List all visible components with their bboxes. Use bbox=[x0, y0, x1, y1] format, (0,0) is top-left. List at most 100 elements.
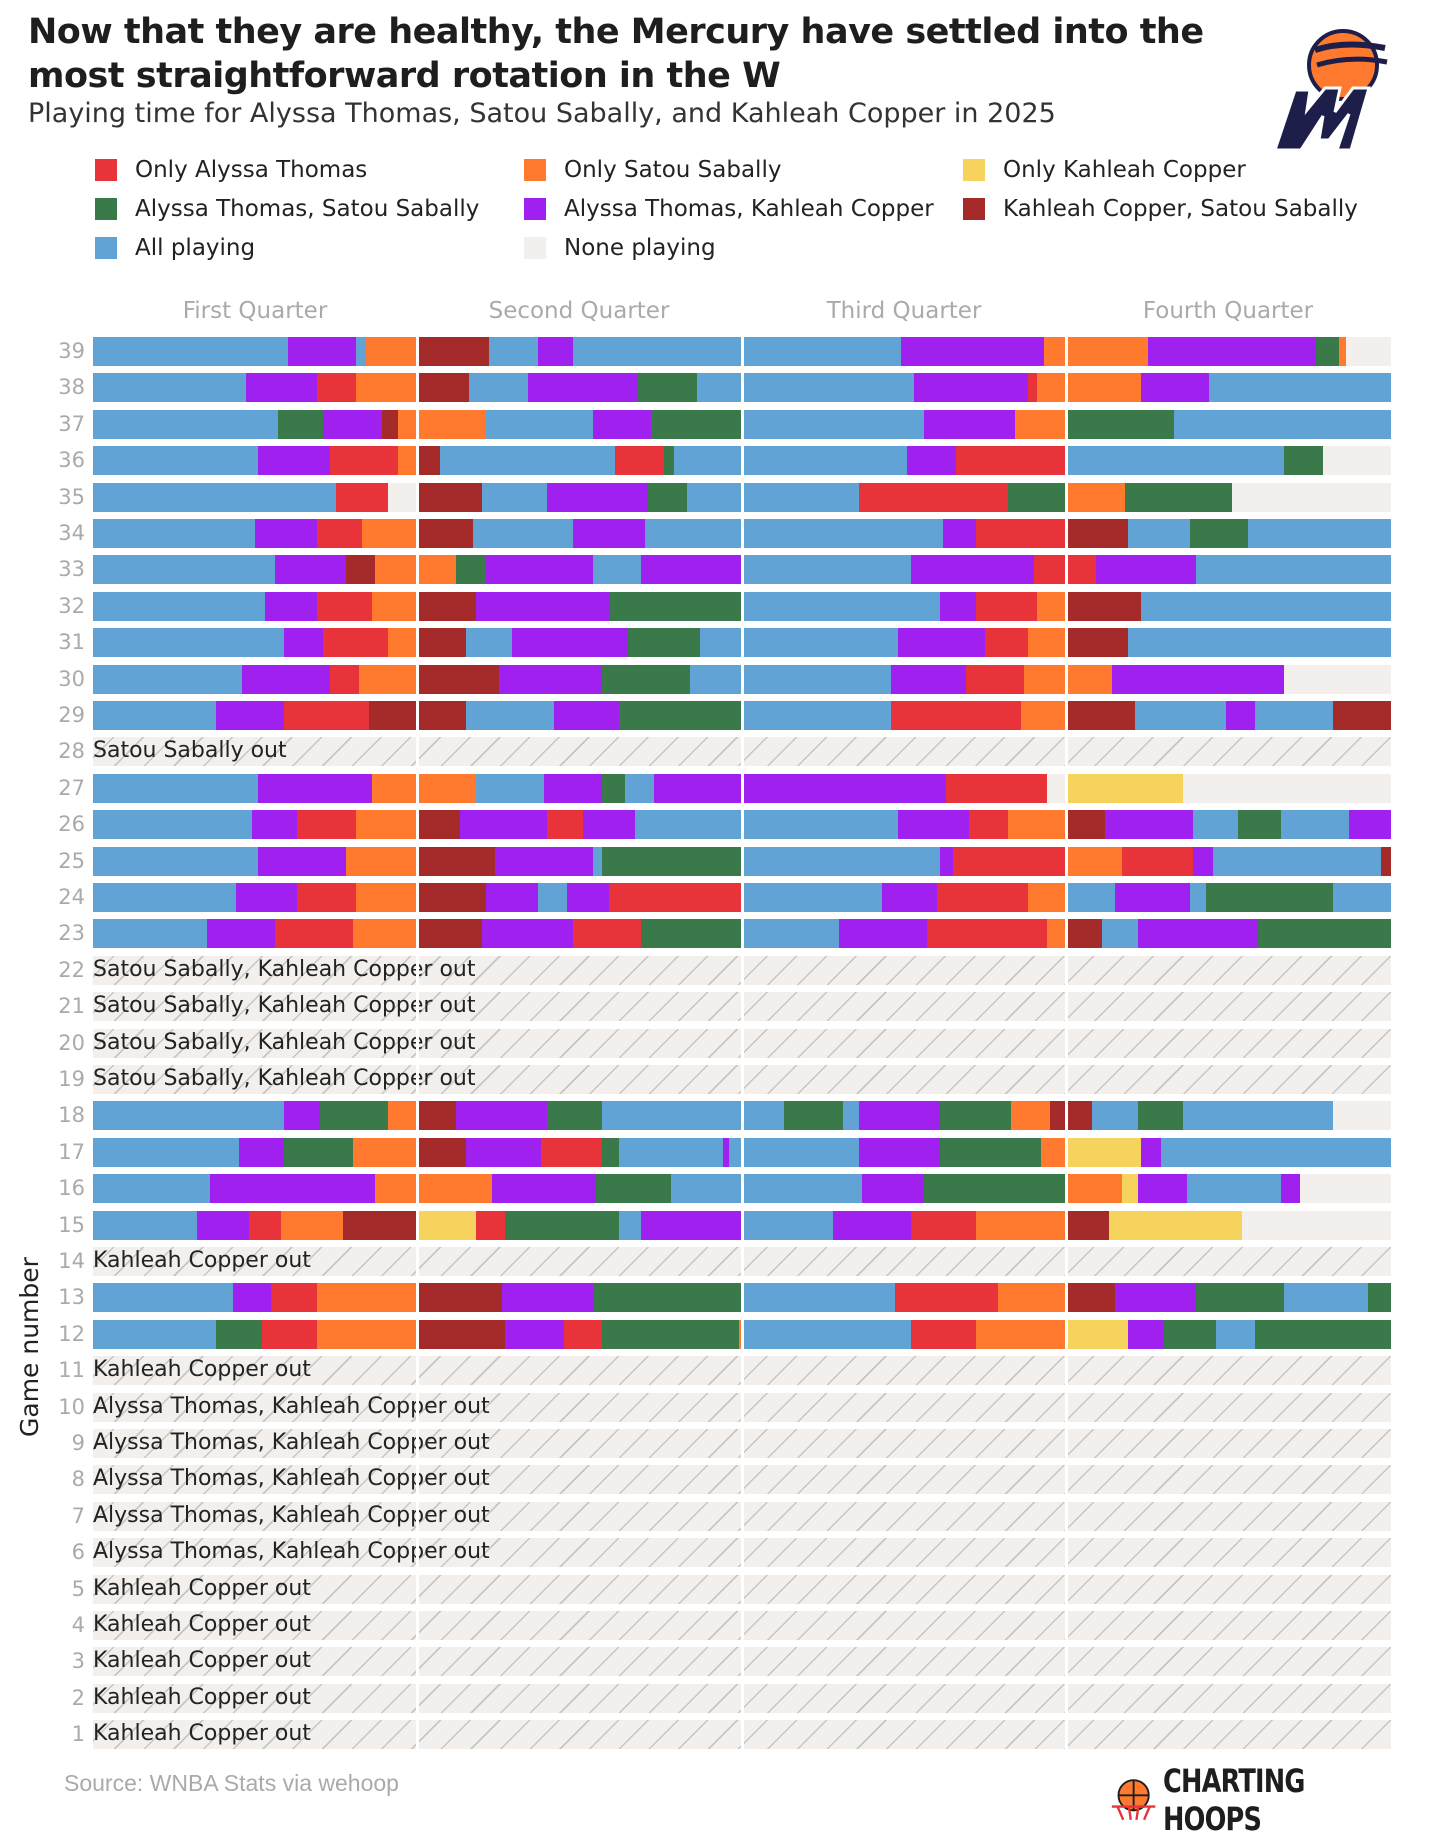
segment-a bbox=[1027, 373, 1038, 403]
segment-as bbox=[1066, 409, 1174, 439]
segment-s bbox=[1027, 628, 1067, 658]
legend-label: Only Alyssa Thomas bbox=[135, 157, 368, 183]
y-tick-label: 14 bbox=[58, 1249, 85, 1273]
segment-ak bbox=[943, 519, 976, 548]
segment-a bbox=[926, 919, 1048, 949]
player-out-label: Kahleah Copper out bbox=[93, 1721, 311, 1747]
segment-all bbox=[1092, 1101, 1138, 1131]
segment-as bbox=[320, 1101, 389, 1131]
segment-a bbox=[615, 446, 665, 476]
mercury-logo-icon bbox=[1272, 29, 1388, 152]
segment-a bbox=[297, 810, 356, 840]
segment-ak bbox=[258, 446, 330, 476]
segment-a bbox=[316, 591, 373, 621]
segment-a bbox=[547, 810, 583, 840]
legend-swatch bbox=[963, 159, 985, 181]
y-tick-label: 4 bbox=[71, 1613, 85, 1637]
segment-all bbox=[1283, 1283, 1369, 1313]
segment-s bbox=[388, 1101, 418, 1131]
segment-ak bbox=[495, 846, 593, 876]
player-out-label: Kahleah Copper out bbox=[93, 1612, 311, 1637]
legend-item-as: Alyssa Thomas, Satou Sabally bbox=[95, 196, 479, 222]
segment-s bbox=[372, 591, 418, 621]
segment-all bbox=[93, 373, 246, 403]
segment-ak bbox=[209, 1174, 376, 1204]
segment-ak bbox=[264, 591, 317, 621]
segment-as bbox=[1238, 810, 1281, 840]
segment-all bbox=[1128, 519, 1190, 548]
game-row-18 bbox=[93, 1101, 1391, 1131]
segment-ks bbox=[417, 337, 489, 366]
y-tick-label: 8 bbox=[71, 1467, 85, 1492]
segment-ks bbox=[1066, 628, 1129, 658]
segment-s bbox=[1027, 883, 1067, 912]
game-row-17 bbox=[93, 1137, 1391, 1167]
segment-all bbox=[1209, 373, 1391, 403]
segment-ak bbox=[722, 1137, 729, 1167]
y-axis-label: Game number bbox=[15, 1257, 44, 1437]
segment-all bbox=[93, 773, 259, 803]
segment-ak bbox=[897, 810, 970, 840]
segment-as bbox=[641, 919, 742, 949]
segment-s bbox=[1339, 337, 1346, 366]
segment-s bbox=[352, 919, 418, 949]
segment-all bbox=[742, 1319, 911, 1349]
segment-k bbox=[1066, 1319, 1129, 1349]
segment-s bbox=[398, 409, 486, 439]
segment-s bbox=[372, 773, 476, 803]
segment-ak bbox=[466, 1137, 541, 1167]
segment-ak bbox=[255, 519, 317, 548]
segment-n bbox=[1322, 446, 1391, 476]
segment-s bbox=[365, 337, 418, 366]
segment-as bbox=[618, 701, 742, 730]
segment-ak bbox=[891, 664, 966, 694]
segment-all bbox=[93, 519, 256, 548]
segment-as bbox=[1368, 1283, 1391, 1313]
segment-as bbox=[939, 1137, 1041, 1167]
segment-ak bbox=[544, 773, 603, 803]
segment-all bbox=[469, 373, 528, 403]
segment-all bbox=[742, 883, 882, 912]
segment-as bbox=[664, 446, 674, 476]
game-row-16 bbox=[93, 1174, 1391, 1204]
game-row-31 bbox=[93, 628, 1391, 658]
segment-ak bbox=[1141, 1137, 1161, 1167]
segment-s bbox=[1037, 373, 1142, 403]
game-row-23 bbox=[93, 919, 1391, 949]
segment-all bbox=[690, 664, 892, 694]
segment-all bbox=[93, 846, 259, 876]
segment-all bbox=[1332, 883, 1391, 912]
game-row-15 bbox=[93, 1210, 1391, 1240]
segment-ks bbox=[417, 446, 441, 476]
y-tick-label: 13 bbox=[58, 1285, 85, 1310]
segment-all bbox=[1189, 883, 1207, 912]
game-row-12 bbox=[93, 1319, 1391, 1349]
legend-swatch bbox=[524, 237, 546, 259]
legend-item-all: All playing bbox=[95, 235, 255, 261]
y-tick-label: 39 bbox=[58, 339, 85, 363]
segment-s bbox=[1066, 846, 1122, 876]
segment-ak bbox=[858, 1101, 940, 1131]
segment-a bbox=[946, 773, 1048, 803]
segment-all bbox=[742, 1283, 895, 1313]
segment-ks bbox=[417, 1283, 502, 1313]
segment-as bbox=[1257, 919, 1391, 949]
segment-ks bbox=[1066, 701, 1135, 730]
segment-n bbox=[1332, 1101, 1391, 1131]
segment-s bbox=[975, 1210, 1067, 1240]
y-tick-label: 27 bbox=[58, 775, 85, 800]
segment-s bbox=[1008, 810, 1067, 840]
player-out-label: Satou Sabally, Kahleah Copper out bbox=[93, 956, 476, 982]
segment-k bbox=[1066, 773, 1184, 803]
segment-ks bbox=[417, 591, 476, 621]
segment-all bbox=[93, 1210, 197, 1240]
segment-ak bbox=[654, 773, 947, 803]
segment-all bbox=[573, 337, 901, 366]
segment-ak bbox=[485, 555, 593, 585]
segment-all bbox=[482, 482, 548, 512]
segment-s bbox=[362, 519, 418, 548]
segment-as bbox=[1283, 446, 1323, 476]
legend-item-n: None playing bbox=[524, 235, 716, 261]
segment-ak bbox=[511, 628, 629, 658]
segment-all bbox=[1212, 846, 1382, 876]
